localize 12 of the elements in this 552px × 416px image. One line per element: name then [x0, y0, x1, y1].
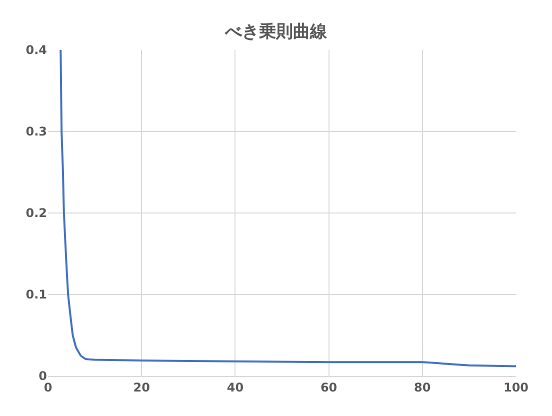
- x-tick-label: 40: [226, 380, 244, 394]
- x-tick-label: 100: [503, 380, 529, 394]
- x-tick-label: 60: [320, 380, 338, 394]
- line-series: [60, 50, 516, 368]
- y-tick-label: 0.3: [26, 124, 47, 139]
- x-tick-label: 20: [133, 380, 150, 394]
- y-tick-label: 0.2: [26, 206, 47, 220]
- chart-title: べき乗則曲線: [224, 22, 328, 42]
- y-tick-label: 0: [38, 369, 47, 384]
- y-tick-label: 0.1: [26, 288, 47, 302]
- x-tick-label: 80: [414, 380, 431, 394]
- y-tick-label: 0.4: [26, 43, 47, 58]
